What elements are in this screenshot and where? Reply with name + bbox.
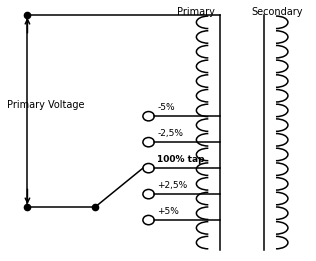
Text: Primary: Primary (177, 7, 215, 17)
Text: -2,5%: -2,5% (157, 129, 183, 138)
Text: Primary Voltage: Primary Voltage (7, 99, 84, 110)
Text: 100% tap: 100% tap (157, 155, 205, 164)
Text: +2,5%: +2,5% (157, 181, 188, 190)
Text: Secondary: Secondary (252, 7, 303, 17)
Text: +5%: +5% (157, 207, 179, 216)
Text: -5%: -5% (157, 103, 175, 112)
